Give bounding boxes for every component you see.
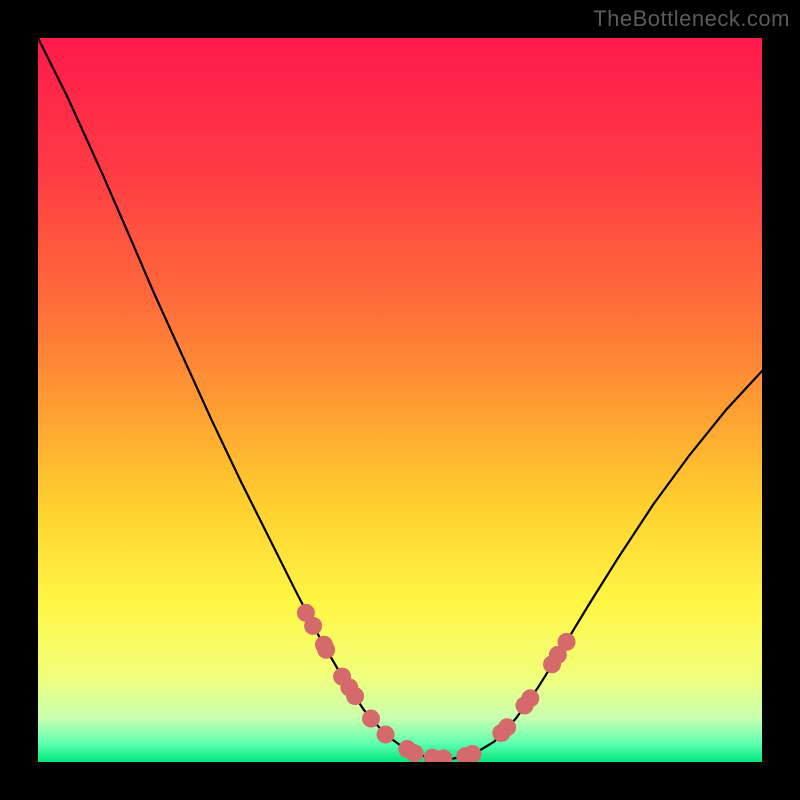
plot-area bbox=[38, 38, 762, 762]
scatter-point bbox=[498, 718, 516, 736]
bottleneck-curve bbox=[38, 38, 762, 759]
scatter-point bbox=[304, 617, 322, 635]
scatter-point bbox=[558, 633, 576, 651]
scatter-point bbox=[362, 710, 380, 728]
scatter-point bbox=[405, 744, 423, 762]
scatter-point bbox=[346, 687, 364, 705]
scatter-point bbox=[317, 641, 335, 659]
scatter-point bbox=[521, 689, 539, 707]
scatter-point bbox=[377, 725, 395, 743]
chart-svg bbox=[38, 38, 762, 762]
watermark-text: TheBottleneck.com bbox=[593, 6, 790, 32]
scatter-group bbox=[297, 604, 576, 762]
